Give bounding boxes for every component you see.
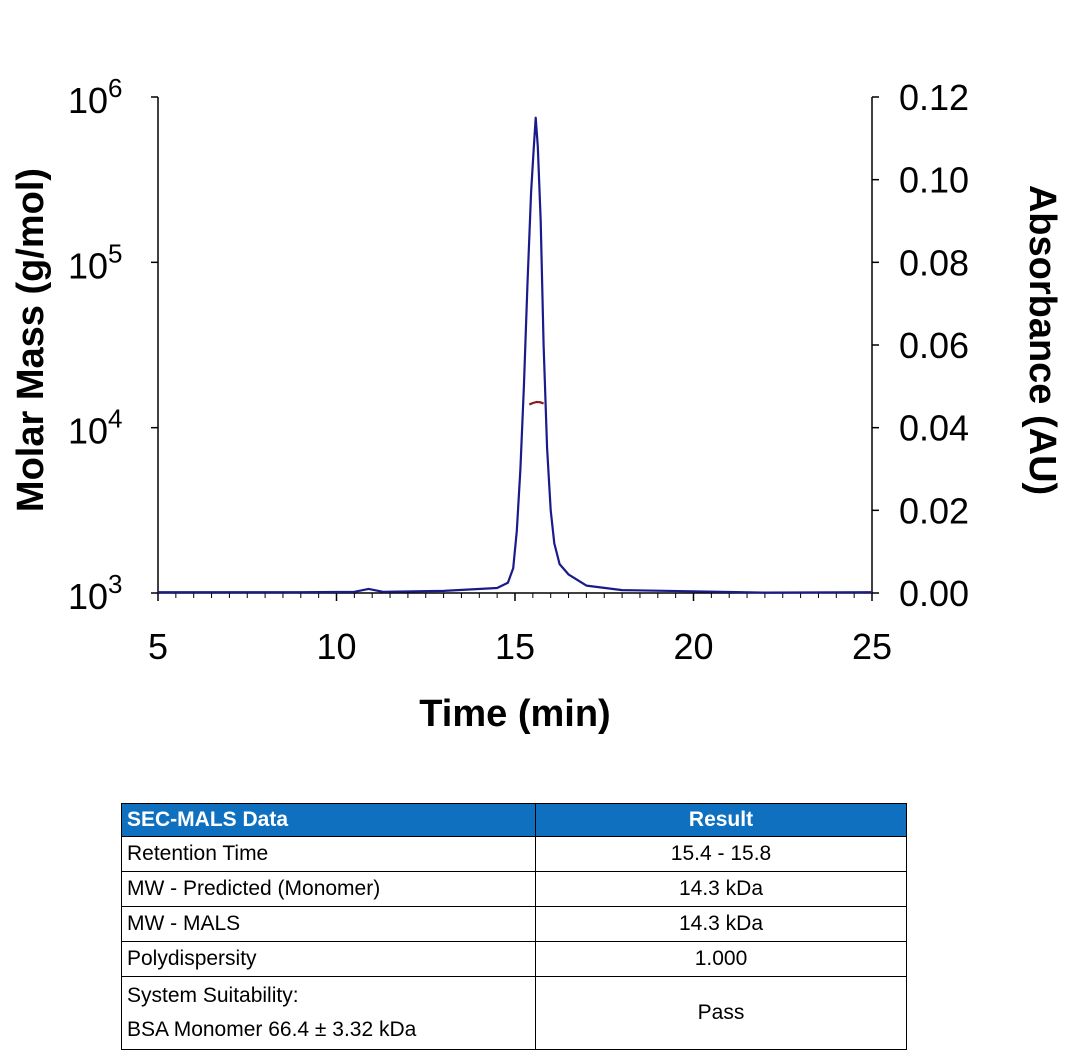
y-left-tick-label: 106 [68,73,123,121]
suitability-line-2: BSA Monomer 66.4 ± 3.32 kDa [127,1018,417,1041]
row-value-system-suitability: Pass [535,976,907,1050]
table-row: MW - Predicted (Monomer) 14.3 kDa [121,871,907,907]
row-label-mw-mals: MW - MALS [121,906,536,942]
axes [157,97,873,594]
y-right-tick-label: 0.08 [899,242,969,283]
sec-mals-results-table: SEC-MALS Data Result Retention Time 15.4… [121,803,907,1050]
y-left-axis-title: Molar Mass (g/mol) [10,168,52,512]
y-right-tick-label: 0.06 [899,325,969,366]
tick-labels: 5 10 15 20 25 103 104 105 106 0.00 0.02 0.04 0.06 0.0… [68,73,969,667]
y-right-tick-label: 0.02 [899,490,969,531]
row-label-system-suitability: System Suitability: BSA Monomer 66.4 ± 3… [121,976,536,1050]
row-value-mw-mals: 14.3 kDa [535,906,907,942]
y-right-axis-title: Absorbance (AU) [1021,185,1063,495]
absorbance-line [158,116,873,594]
table-row: Retention Time 15.4 - 15.8 [121,836,907,872]
y-right-tick-label: 0.00 [899,573,969,614]
table-row: Polydispersity 1.000 [121,941,907,977]
header-result: Result [535,803,907,837]
molar-mass-line [528,400,544,406]
x-tick-label: 25 [852,626,892,667]
table-row: System Suitability: BSA Monomer 66.4 ± 3… [121,976,907,1050]
suitability-line-1: System Suitability: [127,984,299,1007]
y-right-tick-label: 0.10 [899,160,969,201]
table-row: MW - MALS 14.3 kDa [121,906,907,942]
y-right-tick-label: 0.04 [899,408,969,449]
y-left-tick-label: 104 [68,404,123,452]
row-label-retention-time: Retention Time [121,836,536,872]
ticks [151,96,879,601]
series [158,116,873,594]
sec-mals-chart: 5 10 15 20 25 103 104 105 106 0.00 0.02 0.04 0.06 0.0… [10,73,1063,735]
table-header-row: SEC-MALS Data Result [121,803,907,837]
row-label-mw-predicted: MW - Predicted (Monomer) [121,871,536,907]
row-value-polydispersity: 1.000 [535,941,907,977]
x-axis-title: Time (min) [419,693,610,735]
y-left-tick-label: 103 [68,569,123,617]
x-tick-label: 5 [148,626,168,667]
y-right-tick-label: 0.12 [899,77,969,118]
header-sec-mals-data: SEC-MALS Data [121,803,536,837]
row-value-mw-predicted: 14.3 kDa [535,871,907,907]
x-tick-label: 20 [673,626,713,667]
y-left-tick-label: 105 [68,238,123,286]
x-tick-label: 10 [316,626,356,667]
x-tick-label: 15 [495,626,535,667]
row-value-retention-time: 15.4 - 15.8 [535,836,907,872]
row-label-polydispersity: Polydispersity [121,941,536,977]
